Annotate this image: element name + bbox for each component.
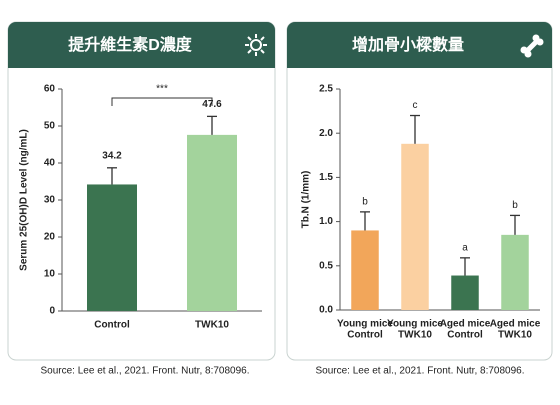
significance-letter: b (362, 197, 368, 208)
x-tick-label: Young mice (337, 319, 393, 330)
y-tick-label: 50 (44, 121, 56, 132)
chart-title: 增加骨小樑數量 (352, 35, 464, 54)
x-tick-label: Young mice (387, 319, 443, 330)
x-tick-label: TWK10 (398, 330, 432, 341)
significance-bracket (111, 97, 213, 106)
y-tick-label: 0.5 (319, 260, 333, 271)
x-tick-label: TWK10 (498, 330, 532, 341)
data-label: 34.2 (102, 150, 122, 161)
chart-title: 提升維生素D濃度 (68, 35, 193, 54)
significance-letter: c (413, 100, 418, 111)
x-tick-label: Control (447, 330, 483, 341)
x-tick-label: TWK10 (195, 320, 229, 331)
y-tick-label: 2.5 (319, 84, 333, 95)
bar (501, 234, 529, 310)
y-tick-label: 60 (44, 84, 56, 95)
x-tick-label: Aged mice (490, 319, 541, 330)
y-tick-label: 30 (44, 195, 56, 206)
x-tick-label: Control (94, 320, 130, 331)
y-tick-label: 20 (44, 232, 56, 243)
bar (451, 275, 479, 310)
bar (401, 143, 429, 310)
sun-icon (245, 34, 267, 56)
source-note: Source: Lee et al., 2021. Front. Nutr, 8… (315, 366, 524, 377)
bar (351, 230, 379, 310)
y-axis-label: Tb.N (1/mm) (301, 171, 312, 229)
y-tick-label: 0.0 (319, 305, 333, 316)
source-note: Source: Lee et al., 2021. Front. Nutr, 8… (40, 366, 249, 377)
y-tick-label: 10 (44, 269, 56, 280)
bar (187, 134, 237, 311)
significance-label: *** (156, 84, 168, 95)
y-tick-label: 1.5 (319, 172, 333, 183)
y-tick-label: 2.0 (319, 128, 333, 139)
significance-letter: a (462, 242, 468, 253)
card-header (287, 22, 552, 68)
y-tick-label: 40 (44, 158, 56, 169)
y-tick-label: 0 (49, 306, 55, 317)
significance-letter: b (512, 200, 518, 211)
x-tick-label: Aged mice (440, 319, 491, 330)
bone-icon (520, 34, 544, 58)
y-tick-label: 1.0 (319, 216, 333, 227)
x-tick-label: Control (347, 330, 383, 341)
y-axis-label: Serum 25(OH)D Level (ng/mL) (19, 129, 30, 271)
bar (87, 184, 137, 311)
card-header (8, 22, 275, 68)
